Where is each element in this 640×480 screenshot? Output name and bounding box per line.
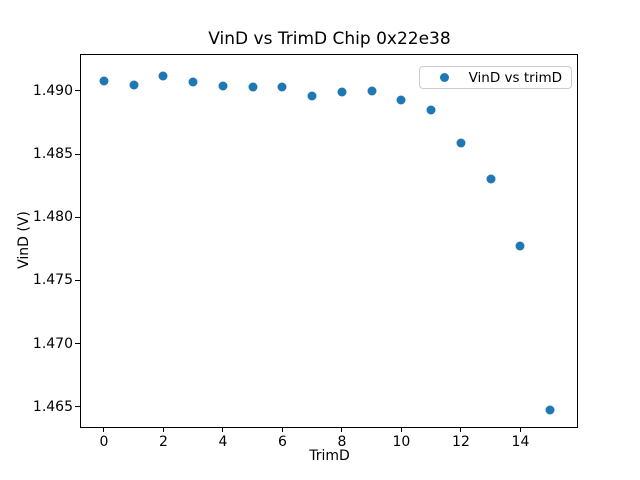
x-tick <box>162 427 164 432</box>
y-tick-label: 1.490 <box>32 82 73 99</box>
x-tick-label: 8 <box>337 434 347 450</box>
y-tick-label: 1.485 <box>32 146 73 163</box>
x-tick-label: 6 <box>277 434 287 450</box>
scatter-point <box>129 80 139 90</box>
scatter-point <box>248 82 258 92</box>
y-tick <box>75 406 80 408</box>
legend-handle <box>431 73 459 82</box>
scatter-point <box>307 91 317 101</box>
scatter-point <box>158 71 168 81</box>
x-tick <box>400 427 402 432</box>
y-tick <box>75 90 80 92</box>
x-tick <box>519 427 521 432</box>
scatter-point <box>426 105 436 115</box>
scatter-point <box>99 76 109 86</box>
x-tick-label: 0 <box>99 434 109 450</box>
scatter-point <box>188 77 198 87</box>
scatter-point <box>277 82 287 92</box>
scatter-point <box>486 174 496 184</box>
x-tick <box>103 427 105 432</box>
x-tick-label: 12 <box>452 434 470 450</box>
y-tick <box>75 279 80 281</box>
scatter-point <box>396 95 406 105</box>
y-tick <box>75 153 80 155</box>
x-tick-label: 10 <box>392 434 411 450</box>
plot-area: 0 2 4 6 8 10 12 14 1.465 1.470 1.475 1.480 1.485 1.49… <box>33 54 578 450</box>
y-tick <box>75 216 80 218</box>
x-tick <box>222 427 224 432</box>
y-tick <box>75 343 80 344</box>
legend: VinD vs trimD <box>418 66 572 89</box>
scatter-point <box>367 86 377 96</box>
scatter-point <box>515 241 525 251</box>
y-tick-label: 1.480 <box>32 209 73 226</box>
x-axis-label: TrimD <box>309 448 350 464</box>
x-tick-label: 2 <box>158 434 168 450</box>
x-tick-label: 14 <box>511 434 530 450</box>
y-axis-label: VinD (V) <box>16 211 32 269</box>
x-tick <box>341 427 343 432</box>
chart-title: VinD vs TrimD Chip 0x22e38 <box>208 29 451 49</box>
legend-marker-icon <box>440 73 450 82</box>
x-tick <box>281 427 283 432</box>
y-tick-label: 1.475 <box>32 272 73 289</box>
y-tick-label: 1.470 <box>32 335 73 352</box>
x-tick-label: 4 <box>218 434 228 450</box>
x-tick <box>460 427 462 432</box>
scatter-point <box>337 87 347 97</box>
legend-label: VinD vs trimD <box>468 69 562 86</box>
y-tick-label: 1.465 <box>32 398 73 415</box>
scatter-point <box>456 138 466 148</box>
scatter-point <box>545 405 555 415</box>
scatter-point <box>218 81 228 91</box>
